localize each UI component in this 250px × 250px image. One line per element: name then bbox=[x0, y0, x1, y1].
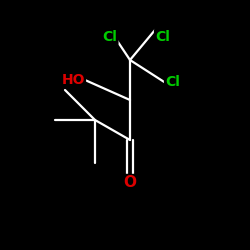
Text: HO: HO bbox=[62, 73, 85, 87]
Text: O: O bbox=[124, 175, 136, 190]
Text: Cl: Cl bbox=[155, 30, 170, 44]
Text: O: O bbox=[124, 175, 136, 190]
Text: HO: HO bbox=[62, 73, 85, 87]
Text: Cl: Cl bbox=[102, 30, 118, 44]
Text: Cl: Cl bbox=[165, 76, 180, 90]
Text: Cl: Cl bbox=[155, 30, 170, 44]
Text: Cl: Cl bbox=[102, 30, 118, 44]
Text: Cl: Cl bbox=[165, 76, 180, 90]
